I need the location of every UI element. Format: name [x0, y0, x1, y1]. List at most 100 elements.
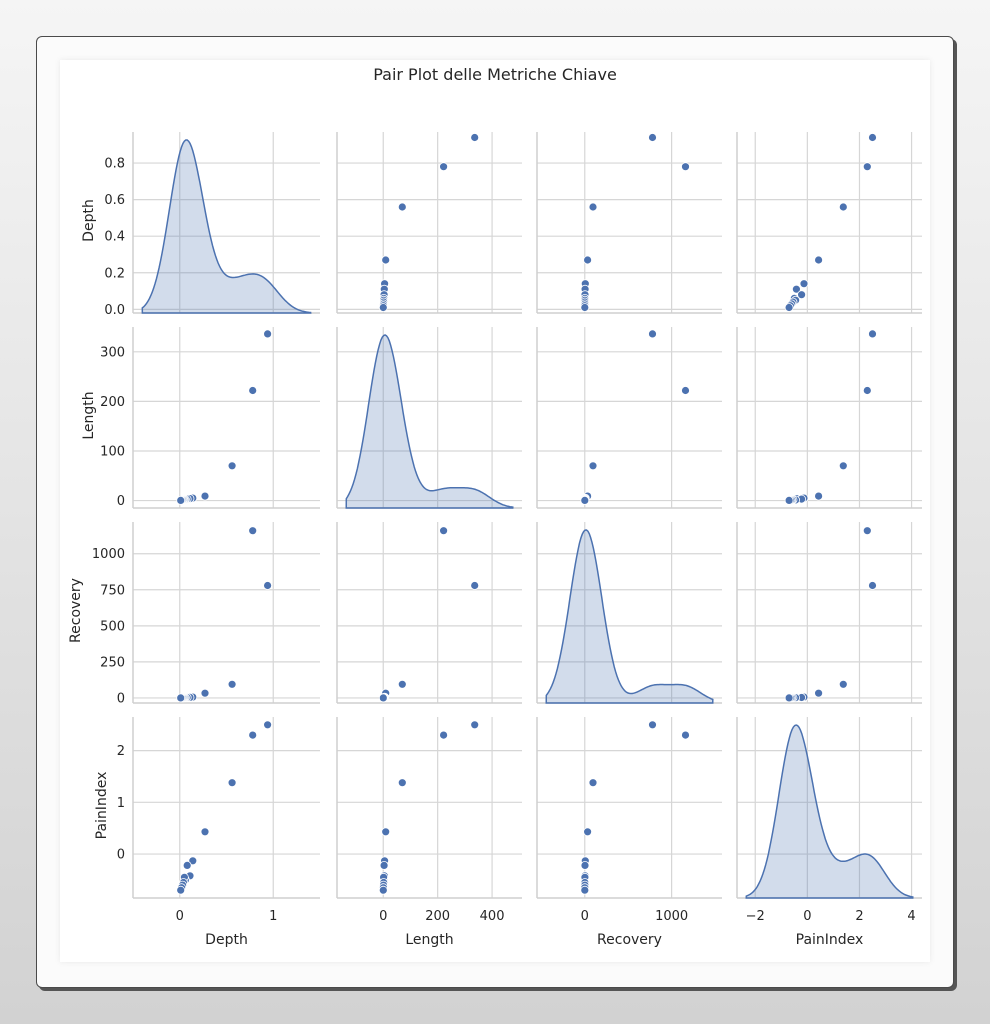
panel-length-vs-length: [336, 327, 522, 509]
x-tick-label: 0: [581, 909, 589, 924]
scatter-point: [588, 202, 598, 212]
scatter-point: [176, 885, 186, 895]
scatter-point: [378, 885, 388, 895]
y-tick-label: 300: [100, 345, 125, 360]
scatter-point: [838, 679, 848, 689]
y-tick-label: 750: [100, 583, 125, 598]
scatter-point: [648, 133, 657, 142]
y-tick-label: 200: [100, 395, 125, 410]
scatter-point: [814, 688, 823, 698]
y-tick-label: 0: [117, 848, 125, 863]
scatter-point: [263, 720, 273, 730]
scatter-point: [792, 284, 801, 294]
kde-length: [345, 334, 514, 509]
scatter-point: [868, 329, 877, 339]
scatter-point: [580, 885, 590, 895]
y-tick-label: 500: [100, 619, 125, 634]
kde-painindex: [745, 724, 914, 899]
scatter-point: [381, 827, 391, 837]
y-tick-label: 1000: [92, 547, 125, 562]
scatter-point: [182, 861, 192, 870]
scatter-point: [200, 491, 210, 501]
y-tick-label: 0.0: [104, 303, 125, 318]
panel-recovery-vs-painindex: [736, 522, 922, 704]
panel-depth-vs-recovery: [536, 132, 722, 314]
scatter-point: [263, 581, 273, 590]
scatter-point: [648, 329, 657, 339]
scatter-point: [263, 329, 273, 339]
panel-length-vs-depth: 0 100 200 300 Length: [81, 327, 320, 509]
scatter-point: [470, 581, 480, 590]
scatter-point: [862, 162, 872, 172]
scatter-point: [580, 861, 590, 870]
scatter-point: [227, 778, 237, 788]
scatter-point: [470, 133, 480, 142]
chart-title: Pair Plot delle Metriche Chiave: [373, 65, 617, 84]
scatter-point: [397, 778, 407, 788]
scatter-point: [797, 290, 806, 300]
scatter-point: [397, 679, 407, 689]
y-axis-label-depth: Depth: [81, 199, 97, 242]
panel-recovery-vs-depth: 0 250 500 750 1000 Recovery: [68, 522, 320, 706]
x-tick-label: 0: [379, 909, 387, 924]
scatter-point: [862, 386, 872, 395]
scatter-point: [379, 861, 389, 870]
x-tick-label: −2: [746, 909, 765, 924]
scatter-point: [188, 856, 198, 866]
scatter-point: [862, 526, 872, 536]
panel-recovery-vs-recovery: [536, 522, 722, 704]
panel-recovery-vs-length: [336, 522, 522, 704]
x-tick-label: 0: [803, 909, 811, 924]
x-axis-label-painindex: PainIndex: [796, 932, 864, 948]
y-tick-label: 0.4: [104, 230, 125, 245]
scatter-point: [378, 693, 388, 703]
y-tick-label: 0.8: [104, 157, 125, 172]
panel-depth-vs-length: [336, 132, 522, 314]
kde-depth: [141, 139, 312, 314]
scatter-point: [838, 461, 848, 471]
pairplot-panels: 0.00.20.40.60.8Depth0100200300Length0250…: [68, 132, 922, 948]
panel-depth-vs-depth: 0.0 0.2 0.4 0.6 0.8 Depth: [81, 132, 320, 318]
scatter-point: [439, 162, 449, 172]
panel-painindex-vs-length: 0 200 400 Length: [336, 717, 522, 948]
panel-depth-vs-painindex: [736, 132, 922, 314]
y-tick-label: 0: [117, 691, 125, 706]
scatter-point: [248, 730, 258, 740]
scatter-point: [784, 303, 794, 312]
scatter-point: [248, 526, 258, 536]
y-tick-label: 0.2: [104, 266, 125, 281]
scatter-point: [248, 386, 258, 395]
y-axis-label-recovery: Recovery: [68, 578, 84, 643]
scatter-point: [583, 255, 592, 265]
scatter-point: [227, 461, 237, 471]
y-axis-label-length: Length: [81, 391, 97, 439]
x-tick-label: 1: [269, 909, 277, 924]
scatter-point: [200, 827, 210, 837]
scatter-point: [681, 162, 690, 172]
scatter-point: [583, 827, 592, 837]
x-axis-label-length: Length: [405, 932, 453, 948]
scatter-point: [397, 202, 407, 212]
panel-length-vs-painindex: [736, 327, 922, 509]
scatter-point: [200, 688, 210, 698]
x-tick-label: 0: [176, 909, 184, 924]
y-tick-label: 100: [100, 444, 125, 459]
x-tick-label: 1000: [655, 909, 688, 924]
y-tick-label: 250: [100, 655, 125, 670]
x-tick-label: 4: [907, 909, 915, 924]
scatter-point: [588, 778, 598, 788]
y-tick-label: 0.6: [104, 193, 125, 208]
scatter-point: [439, 730, 449, 740]
scatter-point: [784, 495, 794, 505]
kde-recovery: [545, 529, 714, 704]
panel-painindex-vs-depth: 0 1 2 PainIndex 0 1 Depth: [94, 717, 320, 948]
x-axis-label-depth: Depth: [205, 932, 248, 948]
x-axis-label-recovery: Recovery: [597, 932, 662, 948]
scatter-point: [814, 491, 823, 501]
scatter-point: [588, 461, 598, 471]
scatter-point: [681, 386, 690, 395]
scatter-point: [681, 730, 690, 740]
panel-length-vs-recovery: [536, 327, 722, 509]
x-tick-label: 200: [425, 909, 450, 924]
